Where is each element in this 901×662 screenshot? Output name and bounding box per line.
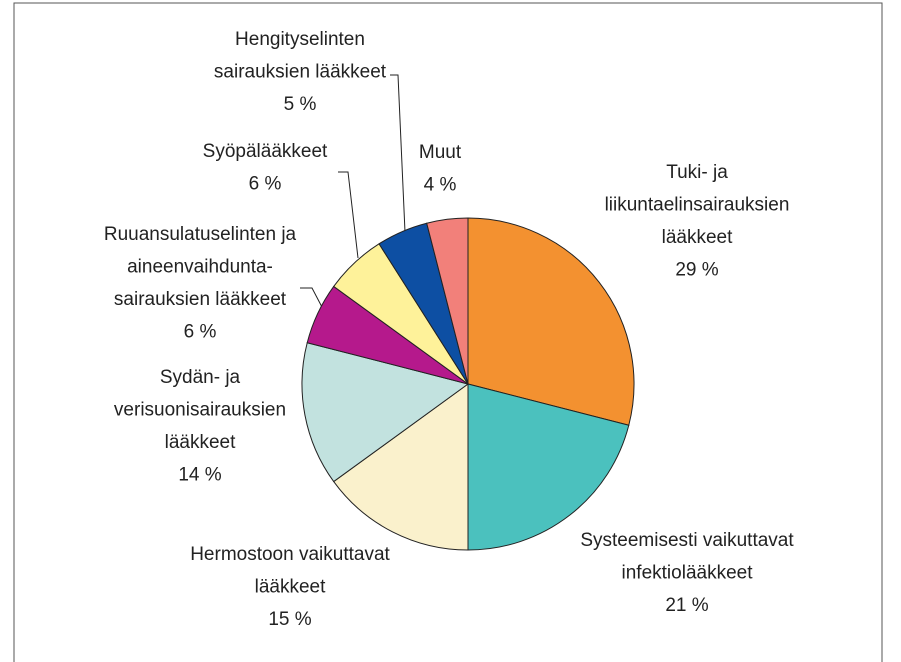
label-line: verisuonisairauksien (114, 400, 286, 421)
value-label: 5 % (284, 94, 317, 115)
label-line: sairauksien lääkkeet (114, 289, 287, 310)
value-label: 14 % (178, 465, 221, 486)
slice-label: Hengityselinten sairauksien lääkkeet (214, 29, 387, 83)
slice-label: Systeemisesti vaikuttavat infektiolääkkee… (580, 530, 794, 584)
leader-line (390, 74, 406, 233)
value-label: 29 % (675, 260, 718, 281)
value-label: 6 % (184, 322, 217, 343)
leader-lines (300, 74, 406, 310)
label-line: lääkkeet (165, 432, 236, 453)
label-line: Hermostoon vaikuttavat (190, 544, 390, 565)
leader-line (300, 287, 324, 310)
frame (13, 2, 883, 662)
label-line: Hengityselinten (235, 29, 365, 50)
leader-line (338, 171, 359, 259)
pie-slice (467, 217, 635, 426)
label-line: Muut (419, 142, 462, 163)
value-label: 21 % (665, 595, 708, 616)
label-line: aineenvaihdunta- (127, 257, 273, 278)
label-line: infektiolääkkeet (622, 563, 754, 584)
slice-label: Tuki- ja liikuntaelinsairauksien lääkkeet (605, 162, 790, 248)
slice-label: Hermostoon vaikuttavat lääkkeet (190, 544, 390, 598)
value-label: 4 % (424, 175, 457, 196)
pie-slice (301, 342, 470, 483)
label-line: Sydän- ja (160, 367, 241, 388)
value-label: 15 % (268, 609, 311, 630)
label-line: Syöpälääkkeet (203, 141, 328, 162)
label-line: sairauksien lääkkeet (214, 62, 387, 83)
value-label: 6 % (249, 174, 282, 195)
label-line: lääkkeet (662, 227, 733, 248)
slice-label: Muut (419, 142, 462, 163)
pie-slice (333, 383, 469, 551)
pie-slice (426, 217, 469, 385)
slice-label: Ruuansulatuselinten ja aineenvaihdunta-sa… (104, 224, 297, 310)
slice-label: Sydän- ja verisuonisairauksien lääkkeet (114, 367, 286, 453)
label-line: Ruuansulatuselinten ja (104, 224, 297, 245)
label-line: liikuntaelinsairauksien (605, 195, 790, 216)
label-line: Tuki- ja (666, 162, 728, 183)
label-line: lääkkeet (255, 577, 326, 598)
slice-label: Syöpälääkkeet (203, 141, 328, 162)
pie-slice (467, 383, 630, 551)
label-line: Systeemisesti vaikuttavat (580, 530, 794, 551)
